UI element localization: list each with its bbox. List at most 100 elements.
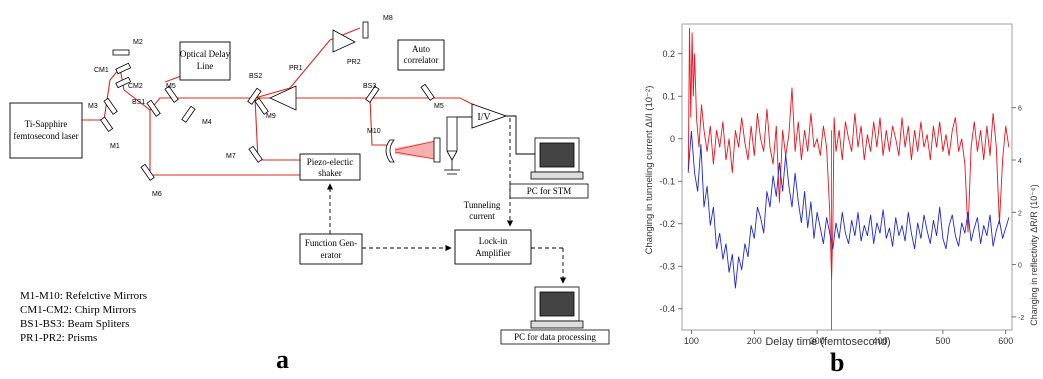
series-point xyxy=(870,214,871,216)
series-point xyxy=(892,246,893,247)
lockin-box xyxy=(454,229,532,265)
box-labels: Ti-Sapphire femtosecond laser Optical De… xyxy=(13,44,596,342)
series-point xyxy=(936,146,937,148)
series-point xyxy=(951,214,953,216)
series-point xyxy=(779,162,780,163)
series-point xyxy=(983,159,985,161)
series-point xyxy=(870,151,871,152)
series-point xyxy=(955,117,956,118)
series-point xyxy=(794,172,796,174)
piezo-box xyxy=(299,153,361,181)
series-point xyxy=(841,159,843,161)
pc-stm xyxy=(509,137,589,199)
series-point xyxy=(863,159,865,161)
series-point xyxy=(876,222,878,224)
x-tick-label: 100 xyxy=(684,336,699,346)
beam-splitter-bs2 xyxy=(247,87,262,105)
y-tick-left-label: -0.3 xyxy=(659,261,675,271)
y-axis-label-left: Changing in tunneling current ΔI/I (10⁻²… xyxy=(644,86,655,255)
mirror-m9 xyxy=(254,97,269,115)
series-point xyxy=(895,138,897,140)
series-point xyxy=(831,278,832,280)
series-point xyxy=(964,232,966,234)
series-point xyxy=(973,227,975,229)
series-point xyxy=(766,191,768,192)
series-point xyxy=(801,159,802,161)
optics xyxy=(99,21,441,181)
series-point xyxy=(917,151,919,152)
series-point xyxy=(689,27,690,29)
series-point xyxy=(703,206,705,208)
label-cm1: CM1 xyxy=(94,67,109,74)
series-point xyxy=(706,151,708,152)
series-point xyxy=(810,112,812,114)
series-point xyxy=(901,225,903,226)
series-point xyxy=(939,121,941,123)
tunneling-label-2: current xyxy=(469,211,495,221)
series-point xyxy=(785,154,787,156)
series-point xyxy=(955,235,956,237)
y-tick-left-label: -0.1 xyxy=(659,176,675,186)
legend-beam-splitters: BS1-BS3: Beam Spliters xyxy=(20,318,130,330)
series-point xyxy=(973,121,975,123)
series-point xyxy=(829,210,831,212)
y-tick-left-label: -0.4 xyxy=(659,304,675,314)
series-point xyxy=(741,269,743,271)
series-point xyxy=(889,151,890,152)
series-point xyxy=(999,219,1000,221)
series-point xyxy=(769,206,771,208)
series-point xyxy=(977,217,978,218)
series-point xyxy=(907,212,909,213)
series-point xyxy=(826,146,827,148)
series-point xyxy=(832,248,834,250)
beam-bs3 xyxy=(369,97,390,146)
series-point xyxy=(738,146,739,148)
series-point xyxy=(691,130,692,132)
series-point xyxy=(823,125,824,127)
series-point xyxy=(833,117,835,118)
x-axis-label: Delay time (femtosecond) xyxy=(765,336,890,348)
series-point xyxy=(970,240,972,242)
x-tick-label: 300 xyxy=(810,336,825,346)
mirror-m6 xyxy=(140,163,155,181)
label-pr1: PR1 xyxy=(289,65,303,72)
series-point xyxy=(892,125,893,127)
series-point xyxy=(716,129,717,131)
series-point xyxy=(709,225,711,226)
function-generator-box xyxy=(299,233,363,265)
series-point xyxy=(698,146,700,148)
series-point xyxy=(835,151,837,152)
series-point xyxy=(854,235,856,237)
series-point xyxy=(879,117,881,118)
series-point xyxy=(945,134,947,135)
optical-delay-label-1: Optical Delay xyxy=(180,49,231,59)
boxes xyxy=(9,39,532,265)
series-point xyxy=(951,129,953,131)
optical-delay-label-2: Line xyxy=(197,61,214,71)
series-point xyxy=(898,235,900,237)
series-point xyxy=(731,172,733,174)
series-point xyxy=(687,172,689,174)
series-point xyxy=(791,87,793,89)
series-point xyxy=(788,134,790,135)
series-point xyxy=(980,129,981,131)
series-point xyxy=(694,172,695,174)
series-point xyxy=(999,223,1000,225)
optics-labels: M2 CM1 CM2 M3 M1 BS1 M5 M4 M6 M7 BS2 M9 … xyxy=(88,15,444,198)
x-tick-label: 600 xyxy=(998,336,1013,346)
series-point xyxy=(882,155,884,157)
label-pr2: PR2 xyxy=(347,59,361,66)
series-point xyxy=(687,170,689,171)
series-point xyxy=(750,225,752,226)
series-point xyxy=(838,238,840,239)
series-point xyxy=(904,240,906,242)
label-m1: M1 xyxy=(110,143,120,150)
series-point xyxy=(1002,159,1003,161)
setup-diagram: Ti-Sapphire femtosecond laser Optical De… xyxy=(9,15,610,345)
pc-data-label: PC for data processing xyxy=(514,332,596,342)
series-point xyxy=(788,185,790,187)
series-point xyxy=(857,212,859,213)
series-point xyxy=(782,191,783,192)
series-point xyxy=(725,159,727,161)
series-point xyxy=(725,243,727,244)
